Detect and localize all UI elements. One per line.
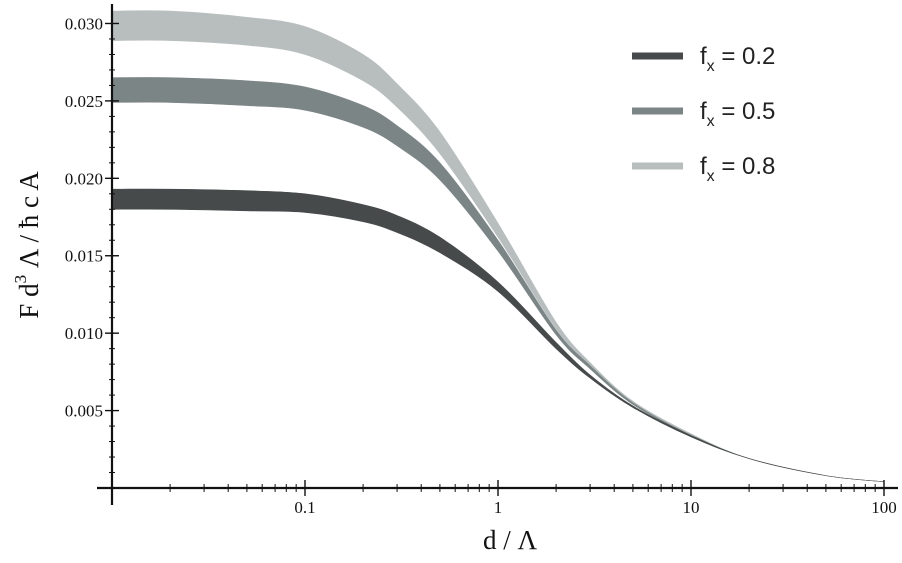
legend-label: fx = 0.5 (700, 98, 775, 130)
x-tick-label: 10 (683, 498, 700, 517)
y-tick-label: 0.020 (65, 169, 103, 188)
legend-label-base: f (700, 98, 707, 125)
x-axis-title: d / Λ (483, 525, 538, 555)
legend-label-base: f (700, 153, 707, 180)
y-tick-label: 0.005 (65, 402, 103, 421)
y-axis-title-sup: 3 (11, 275, 30, 284)
legend-label-value: = 0.5 (715, 98, 776, 125)
axes-group: 0.1 1 10 100 0.005 0.010 0.015 0.020 0.025 0.030 (65, 4, 898, 517)
y-tick-label: 0.015 (65, 247, 103, 266)
x-tick-label: 100 (871, 498, 897, 517)
legend-label-sub: x (707, 58, 715, 75)
legend-label: fx = 0.2 (700, 43, 775, 75)
legend-item-fx-0.2: fx = 0.2 (632, 43, 775, 75)
legend-label-value: = 0.2 (715, 43, 776, 70)
band-fx-0.5 (111, 77, 885, 483)
y-axis-title-suffix: Λ / ħ c A (14, 171, 44, 275)
legend-label-sub: x (707, 113, 715, 130)
y-tick-label: 0.010 (65, 324, 103, 343)
y-axis-title-prefix: F d (14, 283, 44, 319)
y-tick-label: 0.030 (65, 14, 103, 33)
legend-label: fx = 0.8 (700, 153, 775, 185)
x-tick-label: 1 (494, 498, 503, 517)
y-ticks-group: 0.005 0.010 0.015 0.020 0.025 0.030 (65, 14, 119, 474)
legend-label-sub: x (707, 168, 715, 185)
legend-item-fx-0.5: fx = 0.5 (632, 98, 775, 130)
bands-group (111, 10, 885, 483)
y-axis-title: F d3 Λ / ħ c A (11, 171, 44, 319)
legend: fx = 0.2fx = 0.5fx = 0.8 (632, 43, 775, 185)
legend-label-base: f (700, 43, 707, 70)
y-tick-label: 0.025 (65, 92, 103, 111)
x-tick-label: 0.1 (294, 498, 315, 517)
legend-label-value: = 0.8 (715, 153, 776, 180)
x-ticks-group: 0.1 1 10 100 (169, 480, 897, 517)
legend-item-fx-0.8: fx = 0.8 (632, 153, 775, 185)
